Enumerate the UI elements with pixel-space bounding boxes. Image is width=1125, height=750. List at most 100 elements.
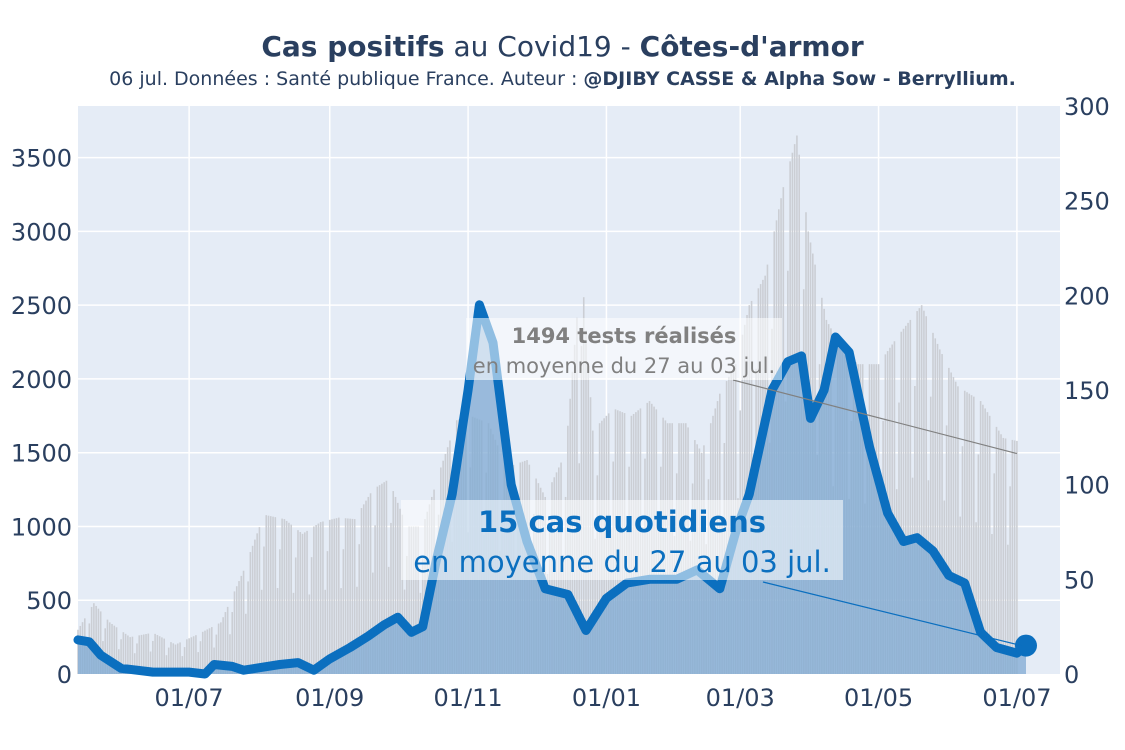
tests-bar [909,319,912,674]
tests-bar [932,332,934,674]
tests-bar [167,647,170,674]
tests-bar [154,633,156,674]
tests-bar [120,639,122,674]
tests-bar [966,392,968,674]
title-bold-region: Côtes-d'armor [639,30,864,63]
cases-end-marker [1014,634,1037,657]
tests-bar [279,549,281,674]
tests-bar [1002,437,1005,674]
tests-bar [328,519,331,674]
tests-bar [222,617,224,674]
annotation-boxes: 1494 tests réalisés en moyenne du 27 au 0… [401,318,843,580]
tests-bar [281,518,283,674]
tests-bar [113,625,116,674]
tests-bar [412,526,415,674]
tests-bar [594,538,596,674]
tests-bar [957,386,959,674]
tests-bar [308,594,311,674]
chart-title: Cas positifs au Covid19 - Côtes-d'armor [0,30,1125,63]
tests-bar [401,514,404,674]
tests-bar [294,557,297,674]
tests-bar [979,401,982,674]
tests-bar [138,635,141,674]
tests-bar [383,482,385,674]
tests-bar [240,575,243,674]
tests-bar [358,544,361,674]
tests-bar [190,637,193,674]
tests-bar [918,308,921,674]
tests-bar [374,525,376,674]
tests-bar [145,634,147,674]
x-tick-label: 01/11 [433,684,502,712]
tests-bar [997,430,1000,674]
tests-bar [988,415,991,674]
tests-bar [199,641,202,674]
tests-bar [385,480,388,674]
tests-bar [93,603,95,674]
x-tick-label: 01/07 [155,684,224,712]
tests-bar [408,526,410,674]
tests-bar [229,634,231,674]
tests-bar [342,549,345,674]
tests-bar [396,502,399,674]
tests-bar [963,390,966,674]
tests-bar [319,522,322,674]
tests-bar [267,515,270,674]
tests-bar [172,643,175,674]
tests-bar [306,530,308,674]
tests-bar [95,605,97,674]
tests-bar [192,636,195,674]
subtitle-author: @DJIBY CASSE & Alpha Sow - Berryllium. [583,68,1016,90]
x-tick-label: 01/07 [982,684,1051,712]
tests-bar [893,341,896,674]
tests-bar [973,396,975,674]
cases-area-fill [78,304,1026,674]
tests-bar [292,592,295,674]
tests-bar [406,555,408,674]
tests-bar [1004,438,1007,674]
tests-bar [1016,440,1018,674]
tests-bar [152,640,154,674]
y-right-tick-label: 250 [1064,188,1110,216]
tests-bar [941,354,943,674]
tests-bar [315,524,317,674]
tests-bar [344,518,347,674]
tests-bar [920,305,923,674]
tests-bar [1011,439,1014,674]
tests-bar [977,454,980,674]
x-tick-label: 01/03 [706,684,775,712]
tests-bar [948,367,950,674]
tests-bar [415,526,417,674]
tests-bar [891,344,893,674]
tests-bar [968,393,971,674]
annotation-box [466,318,782,380]
tests-bar [333,518,336,674]
tests-bar [301,533,304,674]
tests-bar [247,581,249,674]
tests-bar [142,634,145,674]
tests-bar [340,588,342,674]
tests-bar [147,633,150,674]
tests-bar [231,612,234,674]
tests-bar [975,522,977,674]
annotation-arrow [732,379,1018,455]
tests-bar [349,518,351,674]
tests-bar [251,545,254,674]
tests-bar [417,526,419,674]
annotation-text: en moyenne du 27 au 03 jul. [473,354,775,378]
tests-bar [233,591,236,674]
x-tick-label: 01/01 [572,684,641,712]
tests-bar [353,519,356,674]
tests-bar [235,586,238,674]
annotation-bold: 1494 tests réalisés [512,324,737,348]
tests-bar [158,636,161,674]
tests-bar [410,526,413,674]
tests-bar [367,496,370,674]
tests-bar [351,518,354,674]
tests-bar [907,322,909,674]
tests-bar [165,655,168,674]
tests-bar [322,521,324,674]
tests-bar [331,519,333,674]
y-right-tick-label: 50 [1064,566,1095,594]
